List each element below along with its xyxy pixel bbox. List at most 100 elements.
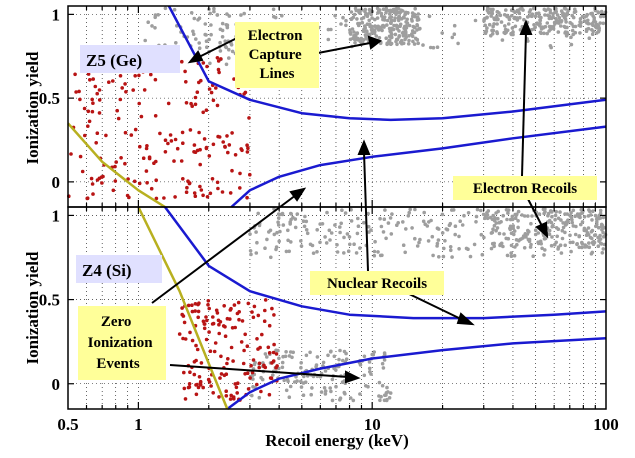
electron-recoil-point <box>599 224 604 229</box>
electron-recoil-point <box>546 13 550 18</box>
nuclear-recoil-point <box>182 386 187 391</box>
electron-recoil-point <box>204 39 209 43</box>
electron-recoil-point <box>323 369 328 373</box>
nuclear-recoil-point <box>80 169 85 174</box>
electron-recoil-point <box>562 6 567 11</box>
nuclear-recoil-point <box>274 352 279 356</box>
nuclear-recoil-point <box>127 195 131 200</box>
arrow-nr-ge-head <box>357 139 371 155</box>
electron-recoil-point <box>577 245 581 250</box>
electron-recoil-point <box>323 392 328 396</box>
electron-recoil-point <box>408 207 413 212</box>
x-tick-label: 0.5 <box>57 415 78 434</box>
electron-recoil-point <box>491 217 496 222</box>
electron-recoil-point <box>601 21 606 26</box>
nuclear-recoil-point <box>129 133 134 137</box>
electron-recoil-point <box>538 30 543 35</box>
electron-recoil-point <box>598 216 602 220</box>
nuclear-recoil-point <box>232 303 237 307</box>
electron-recoil-point <box>410 226 414 230</box>
electron-recoil-point <box>429 218 433 223</box>
electron-recoil-point <box>549 45 553 50</box>
nuclear-recoil-point <box>239 147 243 151</box>
nuclear-recoil-point <box>173 137 178 142</box>
electron-recoil-point <box>598 21 602 25</box>
nuclear-recoil-point <box>173 195 177 199</box>
electron-recoil-point <box>383 208 387 212</box>
electron-recoil-point <box>551 12 555 16</box>
electron-recoil-point <box>453 224 458 228</box>
nuclear-recoil-point <box>142 88 147 92</box>
nuclear-recoil-point <box>267 351 272 355</box>
electron-recoil-point <box>555 13 560 17</box>
electron-recoil-point <box>338 230 342 235</box>
electron-recoil-point <box>589 230 594 234</box>
electron-recoil-point <box>273 15 278 20</box>
nuclear-recoil-point <box>154 196 159 201</box>
electron-recoil-point <box>314 363 319 367</box>
electron-recoil-point <box>343 392 347 396</box>
electron-recoil-point <box>555 234 559 239</box>
electron-recoil-point <box>196 18 200 22</box>
electron-recoil-point <box>515 242 519 247</box>
nuclear-recoil-point <box>182 320 187 325</box>
electron-recoil-point <box>319 390 324 394</box>
nuclear-recoil-point <box>113 164 117 169</box>
electron-recoil-point <box>379 394 383 399</box>
electron-recoil-point <box>585 12 589 17</box>
electron-recoil-point <box>370 352 375 357</box>
electron-recoil-point <box>485 213 490 217</box>
electron-recoil-point <box>339 22 343 26</box>
nuclear-recoil-point <box>263 298 268 302</box>
electron-recoil-point <box>503 27 508 32</box>
electron-recoil-point <box>452 32 457 36</box>
lines-layer <box>67 5 607 411</box>
electron-recoil-point <box>559 24 563 28</box>
electron-recoil-point <box>407 34 411 38</box>
electron-recoil-point <box>522 214 527 218</box>
electron-recoil-point <box>386 221 391 225</box>
nuclear-recoil-point <box>217 322 221 327</box>
electron-recoil-point <box>318 240 322 245</box>
electron-recoil-point <box>447 223 452 228</box>
electron-recoil-point <box>324 241 329 245</box>
electron-recoil-point <box>587 36 592 40</box>
electron-recoil-point <box>215 13 220 17</box>
electron-recoil-point <box>329 231 334 235</box>
electron-recoil-point <box>443 239 447 243</box>
electron-recoil-point <box>345 232 350 236</box>
electron-recoil-point <box>353 41 357 45</box>
nuclear-recoil-point <box>187 382 192 386</box>
nuclear-recoil-point <box>226 357 230 361</box>
electron-recoil-point <box>367 360 372 364</box>
nuclear-recoil-point <box>238 171 242 176</box>
electron-recoil-point <box>533 228 538 232</box>
electron-recoil-point <box>525 15 530 19</box>
electron-recoil-point <box>437 254 441 259</box>
electron-recoil-point <box>494 228 498 233</box>
electron-recoil-point <box>586 21 591 26</box>
nuclear-recoil-point <box>236 300 241 305</box>
nuclear-recoil-point <box>207 330 211 334</box>
nuclear-recoil-point <box>243 90 248 95</box>
electron-recoil-point <box>343 211 348 215</box>
electron-recoil-point <box>248 232 252 236</box>
electron-recoil-point <box>378 398 382 403</box>
nuclear-recoil-point <box>179 159 184 163</box>
electron-recoil-point <box>600 251 605 255</box>
zero-ionization-line <box>137 206 229 410</box>
electron-recoil-point <box>505 14 509 19</box>
electron-recoil-point <box>561 225 566 230</box>
nuclear-recoil-point <box>104 133 108 138</box>
ec-label-line: Electron <box>248 28 303 44</box>
arrow-er-ge <box>521 31 527 177</box>
electron-recoil-point <box>366 224 371 229</box>
electron-recoil-point <box>479 208 483 213</box>
electron-recoil-point <box>377 380 382 385</box>
electron-recoil-point <box>248 249 253 253</box>
electron-recoil-point <box>276 216 281 220</box>
electron-recoil-point <box>388 8 393 13</box>
electron-recoil-point <box>382 217 387 221</box>
electron-recoil-point <box>378 216 382 221</box>
nuclear-recoil-point <box>201 193 205 198</box>
